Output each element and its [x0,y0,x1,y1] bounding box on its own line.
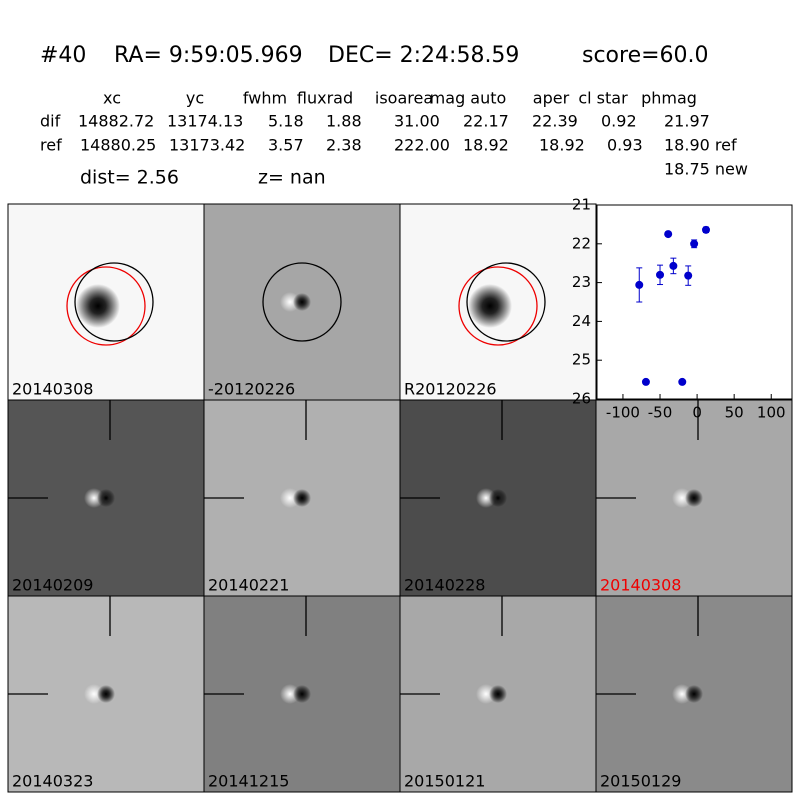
x-tick-label: -100 [606,404,640,422]
z: z= nan [258,167,326,189]
table-cell: 14880.25 [80,136,156,155]
residual-dark [685,489,703,507]
point [690,239,699,248]
point [684,271,693,280]
score: score=60.0 [582,43,709,68]
panel-label: -20120226 [208,380,295,399]
candidate-id: #40 [40,43,86,68]
residual-dark [97,685,115,703]
black-circle [74,262,154,342]
column-header: cl star [578,89,628,108]
y-tick-label: 21 [572,196,591,214]
point [635,280,644,289]
panel-label: 20140221 [208,576,289,595]
point [664,230,673,239]
residual-dark [489,489,507,507]
source [76,284,120,328]
table-cell: 22.17 [463,112,509,131]
table-cell: ref [40,136,62,155]
table-cell: 5.18 [268,112,304,131]
y-tick-label: 23 [572,273,591,291]
panel-label: 20140209 [12,576,93,595]
x-tick-label: 50 [725,404,744,422]
residual-dark [489,685,507,703]
panel-label: 20141215 [208,772,289,791]
table-cell: 18.90 ref [664,136,737,155]
column-header: phmag [641,89,697,108]
residual-dark [293,685,311,703]
column-header: mag auto [430,89,507,108]
plot-area [596,204,793,400]
ra: RA= 9:59:05.969 [114,43,303,68]
y-tick-label: 26 [572,390,591,408]
red-circle [458,266,538,346]
column-header: fwhm [243,89,287,108]
panel-label: 20140308 [12,380,93,399]
point [701,225,710,234]
panel-label: 20150121 [404,772,485,791]
point [656,270,665,279]
column-header: aper [533,89,570,108]
table-cell: 2.38 [326,136,362,155]
panel-label: 20140323 [12,772,93,791]
dec: DEC= 2:24:58.59 [328,43,519,68]
column-header: isoarea [375,89,433,108]
table-cell: 14882.72 [78,112,154,131]
table-cell: 0.93 [607,136,643,155]
table-cell: 1.88 [326,112,362,131]
x-tick-label: 0 [692,404,702,422]
table-cell: dif [40,112,61,131]
table-cell: 222.00 [394,136,450,155]
table-cell: 13173.42 [169,136,245,155]
black-circle [262,262,342,342]
x-tick-label: -50 [648,404,673,422]
table-cell: 13174.13 [167,112,243,131]
point [678,377,687,386]
y-tick-label: 25 [572,351,591,369]
y-tick-label: 24 [572,312,591,330]
x-tick-label: 100 [757,404,786,422]
red-circle [66,266,146,346]
dist: dist= 2.56 [80,167,179,189]
panel-label: 20140228 [404,576,485,595]
table-extra: 18.75 new [664,160,748,179]
black-circle [466,262,546,342]
table-cell: 31.00 [394,112,440,131]
point [641,377,650,386]
table-cell: 18.92 [539,136,585,155]
table-cell: 18.92 [463,136,509,155]
table-cell: 22.39 [532,112,578,131]
column-header: yc [186,89,204,108]
column-header: fluxrad [297,89,353,108]
residual-dark [293,293,311,311]
table-cell: 21.97 [664,112,710,131]
residual-dark [293,489,311,507]
residual-dark [685,685,703,703]
point [669,261,678,270]
table-cell: 3.57 [268,136,304,155]
y-tick-label: 22 [572,234,591,252]
residual-dark [97,489,115,507]
panel-label: 20140308 [600,576,681,595]
panel-label: R20120226 [404,380,497,399]
source [468,284,512,328]
panel-label: 20150129 [600,772,681,791]
table-cell: 0.92 [601,112,637,131]
column-header: xc [103,89,121,108]
